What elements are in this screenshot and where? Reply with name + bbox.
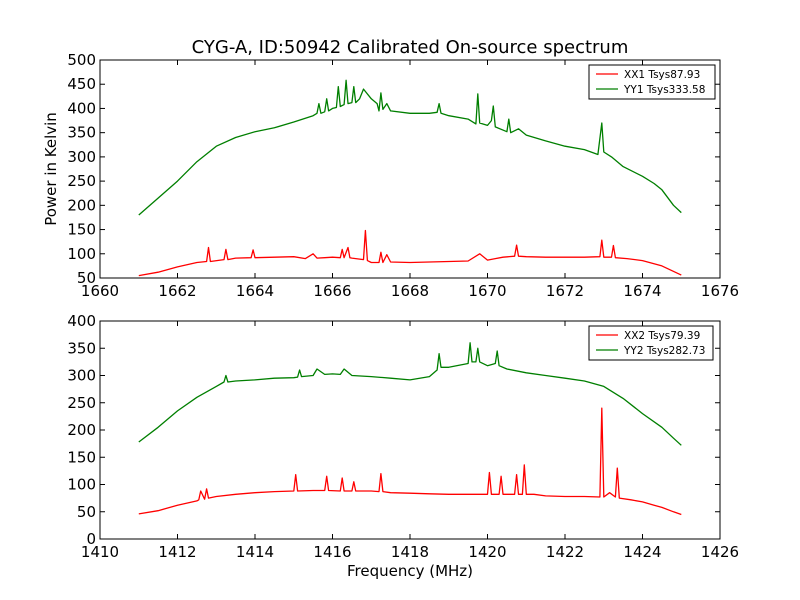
bottom-x-tick-label: 1410 <box>81 543 119 561</box>
bottom-x-tick-label: 1412 <box>158 543 196 561</box>
bottom-x-tick-label: 1420 <box>468 543 506 561</box>
top-y-tick-label: 50 <box>77 269 96 287</box>
bottom-series-line-yy <box>138 342 682 446</box>
bottom-y-tick-label: 350 <box>67 339 96 357</box>
bottom-x-tick-label: 1416 <box>313 543 351 561</box>
bottom-legend-label-xx2: XX2 Tsys79.39 <box>624 330 700 342</box>
bottom-x-tick-label: 1414 <box>236 543 274 561</box>
bottom-x-axis: 1410 1412 1414 1416 1418 1420 1422 1424 1426 <box>81 321 739 561</box>
top-y-tick-label: 450 <box>67 75 96 93</box>
bottom-y-tick-label: 50 <box>77 503 96 521</box>
bottom-x-axis-label: Frequency (MHz) <box>347 562 473 580</box>
bottom-series-lines <box>138 342 682 516</box>
bottom-y-tick-label: 0 <box>86 530 96 548</box>
top-x-tick-label: 1662 <box>158 282 196 300</box>
top-x-tick-label: 1670 <box>468 282 506 300</box>
bottom-y-tick-label: 200 <box>67 421 96 439</box>
top-x-tick-label: 1664 <box>236 282 274 300</box>
bottom-x-tick-label: 1422 <box>546 543 584 561</box>
top-x-tick-label: 1666 <box>313 282 351 300</box>
bottom-legend-box <box>588 325 714 361</box>
top-y-axis: 50 100 150 200 250 300 350 400 450 500 <box>67 51 720 287</box>
bottom-legend: XX2 Tsys79.39 YY2 Tsys282.73 <box>588 325 714 361</box>
top-y-tick-label: 250 <box>67 172 96 190</box>
top-x-tick-label: 1676 <box>701 282 739 300</box>
top-legend-label-yy1: YY1 Tsys333.58 <box>623 84 705 96</box>
bottom-y-tick-label: 300 <box>67 367 96 385</box>
top-series-line-yy <box>138 79 682 216</box>
top-y-tick-label: 500 <box>67 51 96 69</box>
bottom-y-axis: 0 50 100 150 200 250 300 350 400 <box>67 312 720 548</box>
top-legend: XX1 Tsys87.93 YY1 Tsys333.58 <box>588 64 716 100</box>
top-legend-label-xx1: XX1 Tsys87.93 <box>624 69 700 81</box>
top-y-axis-label: Power in Kelvin <box>42 112 60 226</box>
top-y-tick-label: 350 <box>67 124 96 142</box>
bottom-x-tick-label: 1424 <box>623 543 661 561</box>
top-x-axis: 1660 1662 1664 1666 1668 1670 1672 1674 1676 <box>81 60 739 300</box>
top-series-line-xx <box>138 229 682 277</box>
top-y-tick-label: 400 <box>67 99 96 117</box>
bottom-legend-label-yy2: YY2 Tsys282.73 <box>623 345 705 357</box>
bottom-series-line-xx <box>138 407 682 516</box>
bottom-y-tick-label: 150 <box>67 448 96 466</box>
top-x-tick-label: 1674 <box>623 282 661 300</box>
top-series-lines <box>138 79 682 277</box>
figure-title: CYG-A, ID:50942 Calibrated On-source spe… <box>192 37 629 58</box>
bottom-y-tick-label: 250 <box>67 394 96 412</box>
bottom-x-tick-label: 1418 <box>391 543 429 561</box>
top-legend-box <box>588 64 716 100</box>
top-y-tick-label: 100 <box>67 245 96 263</box>
top-x-tick-label: 1672 <box>546 282 584 300</box>
top-y-tick-label: 150 <box>67 221 96 239</box>
bottom-y-tick-label: 400 <box>67 312 96 330</box>
bottom-x-tick-label: 1426 <box>701 543 739 561</box>
top-x-tick-label: 1660 <box>81 282 119 300</box>
top-y-tick-label: 200 <box>67 196 96 214</box>
top-x-tick-label: 1668 <box>391 282 429 300</box>
top-y-tick-label: 300 <box>67 148 96 166</box>
bottom-y-tick-label: 100 <box>67 476 96 494</box>
